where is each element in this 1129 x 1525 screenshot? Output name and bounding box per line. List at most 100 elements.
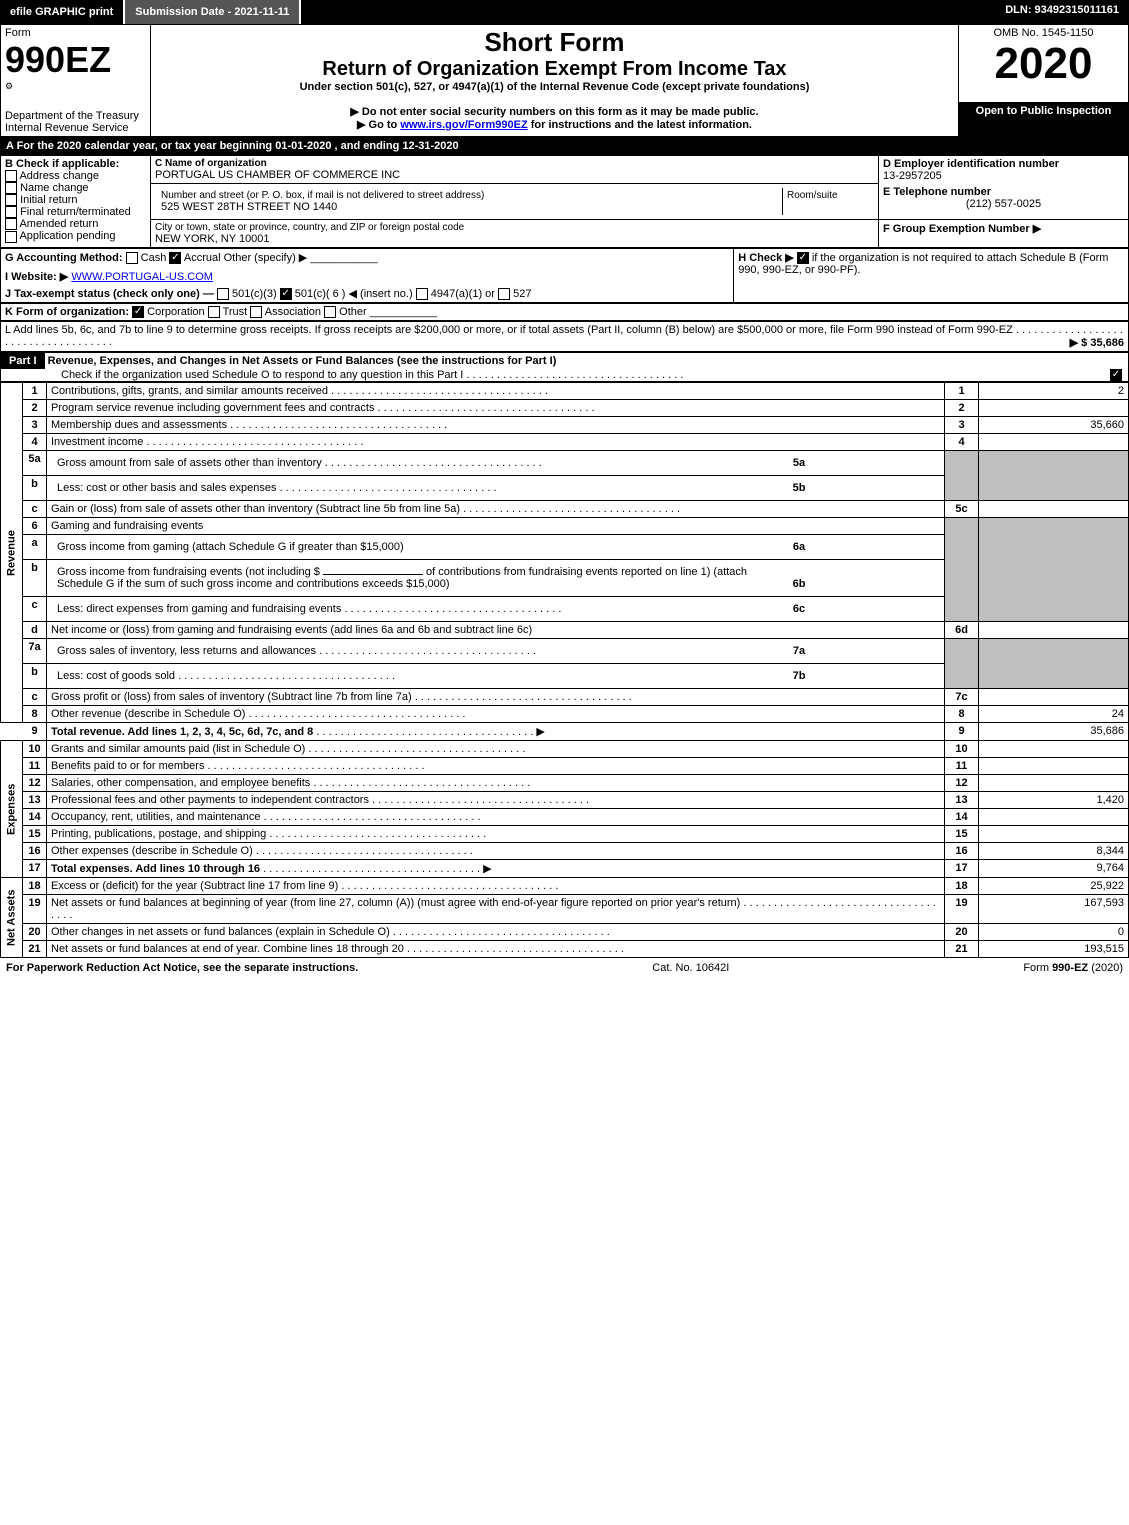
dept-label: Department of the Treasury <box>5 110 146 122</box>
opt-initial-return: Initial return <box>20 194 77 206</box>
chk-other[interactable] <box>324 306 336 318</box>
txt-21: Net assets or fund balances at end of ye… <box>51 943 404 955</box>
g-other: Other (specify) ▶ <box>224 252 308 264</box>
chk-501c[interactable]: ✓ <box>280 288 292 300</box>
t-7a: Gross sales of inventory, less returns a… <box>47 639 945 664</box>
submission-date-button[interactable]: Submission Date - 2021-11-11 <box>125 0 301 24</box>
opt-final-return: Final return/terminated <box>20 206 131 218</box>
chk-part1-scho[interactable]: ✓ <box>1110 369 1122 381</box>
n-6b: b <box>23 560 47 597</box>
chk-4947[interactable] <box>416 288 428 300</box>
efile-print-button[interactable]: efile GRAPHIC print <box>0 0 125 24</box>
txt-7a: Gross sales of inventory, less returns a… <box>57 645 316 657</box>
chk-h[interactable]: ✓ <box>797 252 809 264</box>
footer-left: For Paperwork Reduction Act Notice, see … <box>6 962 358 974</box>
sub-7b-amt <box>818 668 938 684</box>
n-6a: a <box>23 535 47 560</box>
chk-corp[interactable]: ✓ <box>132 306 144 318</box>
r-21: 21 <box>945 941 979 958</box>
box-h: H Check ▶ ✓ if the organization is not r… <box>734 249 1129 303</box>
chk-final-return[interactable] <box>5 206 17 218</box>
n-14: 14 <box>23 809 47 826</box>
txt-4: Investment income <box>51 436 143 448</box>
t-15: Printing, publications, postage, and shi… <box>47 826 945 843</box>
e-label: E Telephone number <box>883 186 1124 198</box>
box-l: L Add lines 5b, 6c, and 7b to line 9 to … <box>1 322 1129 352</box>
n-16: 16 <box>23 843 47 860</box>
t-6d: Net income or (loss) from gaming and fun… <box>47 622 945 639</box>
irs-label: Internal Revenue Service <box>5 122 146 134</box>
gray-7 <box>945 639 979 689</box>
box-d-e: D Employer identification number 13-2957… <box>879 156 1129 220</box>
footer-right: Form 990-EZ (2020) <box>1023 962 1123 974</box>
box-b-label: B Check if applicable: <box>5 158 146 170</box>
chk-app-pending[interactable] <box>5 231 17 243</box>
website-link[interactable]: WWW.PORTUGAL-US.COM <box>71 271 213 283</box>
t-6b: Gross income from fundraising events (no… <box>47 560 945 597</box>
under-section: Under section 501(c), 527, or 4947(a)(1)… <box>155 81 954 93</box>
chk-accrual[interactable]: ✓ <box>169 252 181 264</box>
c-label: C Name of organization <box>155 158 874 169</box>
chk-name-change[interactable] <box>5 182 17 194</box>
expenses-label: Expenses <box>1 741 23 878</box>
t-21: Net assets or fund balances at end of ye… <box>47 941 945 958</box>
txt-20: Other changes in net assets or fund bala… <box>51 926 390 938</box>
chk-cash[interactable] <box>126 252 138 264</box>
page-footer: For Paperwork Reduction Act Notice, see … <box>0 958 1129 978</box>
i-label: I Website: ▶ <box>5 271 68 283</box>
header-table: Form 990EZ ⚙ Department of the Treasury … <box>0 24 1129 137</box>
entity-block: B Check if applicable: Address change Na… <box>0 155 1129 248</box>
box-b: B Check if applicable: Address change Na… <box>1 156 151 248</box>
main-title: Return of Organization Exempt From Incom… <box>155 58 954 81</box>
sub-5a-amt <box>818 455 938 471</box>
v-21: 193,515 <box>979 941 1129 958</box>
t-14: Occupancy, rent, utilities, and maintena… <box>47 809 945 826</box>
chk-address-change[interactable] <box>5 170 17 182</box>
j-501c: 501(c)( 6 ) ◀ (insert no.) <box>295 288 413 300</box>
form-word: Form <box>5 27 146 39</box>
j-501c3: 501(c)(3) <box>232 288 277 300</box>
n-8: 8 <box>23 706 47 723</box>
txt-3: Membership dues and assessments <box>51 419 227 431</box>
goto-link-line: ▶ Go to www.irs.gov/Form990EZ for instru… <box>155 118 954 131</box>
chk-501c3[interactable] <box>217 288 229 300</box>
k-other: Other <box>339 306 367 318</box>
r-14: 14 <box>945 809 979 826</box>
r-15: 15 <box>945 826 979 843</box>
v-7c <box>979 689 1129 706</box>
chk-amended[interactable] <box>5 218 17 230</box>
r-17: 17 <box>945 860 979 878</box>
netassets-label: Net Assets <box>1 878 23 958</box>
n-21: 21 <box>23 941 47 958</box>
part1-badge: Part I <box>1 353 45 369</box>
txt-6d: Net income or (loss) from gaming and fun… <box>51 624 532 636</box>
chk-527[interactable] <box>498 288 510 300</box>
chk-assoc[interactable] <box>250 306 262 318</box>
v-5c <box>979 501 1129 518</box>
chk-trust[interactable] <box>208 306 220 318</box>
sub-6b-amt <box>818 564 938 592</box>
sub-7a: 7a <box>782 643 816 659</box>
r-8: 8 <box>945 706 979 723</box>
revenue-label: Revenue <box>1 383 23 723</box>
v-17: 9,764 <box>979 860 1129 878</box>
city-value: NEW YORK, NY 10001 <box>155 233 874 245</box>
t-4: Investment income <box>47 434 945 451</box>
t-20: Other changes in net assets or fund bala… <box>47 924 945 941</box>
n-12: 12 <box>23 775 47 792</box>
n-18: 18 <box>23 878 47 895</box>
t-9: Total revenue. Add lines 1, 2, 3, 4, 5c,… <box>47 723 945 741</box>
t-7b: Less: cost of goods sold 7b <box>47 664 945 689</box>
irs-link[interactable]: www.irs.gov/Form990EZ <box>400 119 527 131</box>
l-text: L Add lines 5b, 6c, and 7b to line 9 to … <box>5 324 1013 336</box>
txt-12: Salaries, other compensation, and employ… <box>51 777 310 789</box>
tax-year: 2020 <box>963 39 1124 89</box>
chk-initial-return[interactable] <box>5 194 17 206</box>
t-2: Program service revenue including govern… <box>47 400 945 417</box>
goto-suffix: for instructions and the latest informat… <box>531 119 752 131</box>
v-9: 35,686 <box>979 723 1129 741</box>
t-8: Other revenue (describe in Schedule O) <box>47 706 945 723</box>
part1-header: Part I Revenue, Expenses, and Changes in… <box>0 352 1129 382</box>
t-5a: Gross amount from sale of assets other t… <box>47 451 945 476</box>
part1-body: Revenue 1 Contributions, gifts, grants, … <box>0 382 1129 958</box>
